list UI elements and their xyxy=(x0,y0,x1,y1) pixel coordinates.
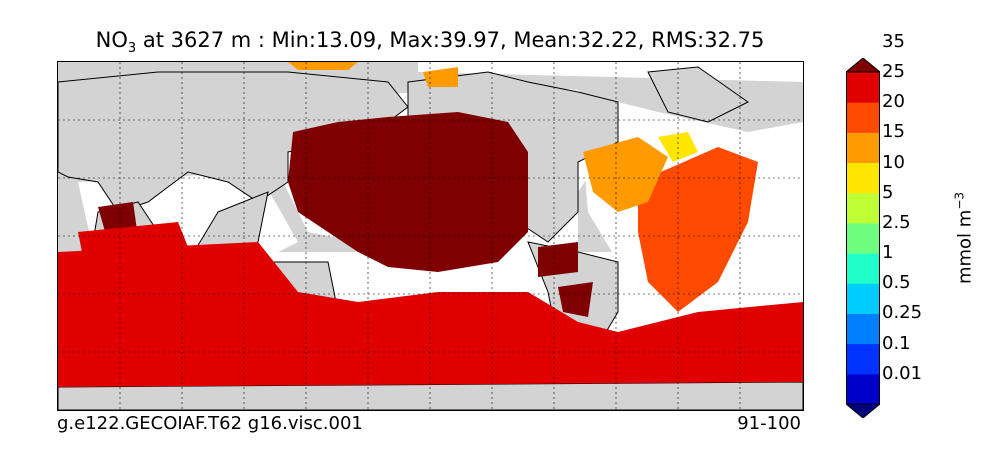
colorbar-tick-label: 2.5 xyxy=(882,211,911,233)
north-atlantic-band-15 xyxy=(583,137,668,212)
colorbar-band xyxy=(846,222,880,254)
units-text: mmol m xyxy=(954,209,976,285)
title-variable-subscript: 3 xyxy=(127,41,137,57)
colorbar-tick-label: 20 xyxy=(882,91,905,113)
colorbar-band xyxy=(846,283,880,314)
colorbar-tick-label: 10 xyxy=(882,151,905,173)
north-pacific-band-35 xyxy=(288,112,528,272)
south-atlantic-band-20 xyxy=(638,147,758,312)
colorbar-band xyxy=(846,313,880,345)
indian-ocean-band-25 xyxy=(78,222,198,292)
colorbar-tick-label: 15 xyxy=(882,121,905,143)
chart-title: NO3 at 3627 m : Min:13.09, Max:39.97, Me… xyxy=(0,28,860,56)
colorbar-band xyxy=(846,162,880,194)
colorbar-band xyxy=(846,192,880,224)
colorbar-band xyxy=(846,72,880,103)
colorbar-band xyxy=(846,102,880,133)
colorbar-band xyxy=(846,253,880,284)
arctic-patch-band-15 xyxy=(423,67,458,87)
colorbar-tick-label: 35 xyxy=(882,30,905,52)
arctic-band-15 xyxy=(288,62,358,70)
colorbar-extend-max xyxy=(846,58,880,73)
colorbar-band xyxy=(846,132,880,164)
greenland xyxy=(647,66,749,123)
colorbar-tick-labels: 0.01 0.1 0.25 0.5 1 2.5 5 10 15 20 25 35 xyxy=(882,32,942,418)
units-exponent: −3 xyxy=(952,191,967,210)
colorbar xyxy=(846,58,880,418)
ocean-field-map xyxy=(58,62,803,410)
colorbar-band xyxy=(846,343,880,375)
colorbar-tick-label: 0.1 xyxy=(882,332,911,354)
colorbar-band xyxy=(846,373,880,405)
run-id-label: g.e122.GECOIAF.T62 g16.visc.001 xyxy=(57,413,363,434)
colorbar-tick-label: 0.5 xyxy=(882,272,911,294)
year-range-label: 91-100 xyxy=(737,413,801,434)
colorbar-frame xyxy=(846,71,880,405)
map-plot-area xyxy=(57,61,804,411)
colorbar-tick-label: 0.25 xyxy=(882,302,923,324)
title-variable: NO xyxy=(95,28,128,52)
colorbar-units-label: mmol m−3 xyxy=(953,192,976,284)
colorbar-tick-label: 1 xyxy=(882,242,894,264)
lat-lon-grid xyxy=(58,62,803,410)
colorbar-tick-label: 25 xyxy=(882,61,905,82)
colorbar-tick-label: 5 xyxy=(882,181,894,203)
east-pacific-band-35 xyxy=(538,242,578,277)
title-stats: at 3627 m : Min:13.09, Max:39.97, Mean:3… xyxy=(136,28,765,52)
southeast-pacific-band-35 xyxy=(558,282,593,317)
colorbar-tick-label: 0.01 xyxy=(882,362,923,384)
colorbar-extend-min xyxy=(846,403,880,418)
